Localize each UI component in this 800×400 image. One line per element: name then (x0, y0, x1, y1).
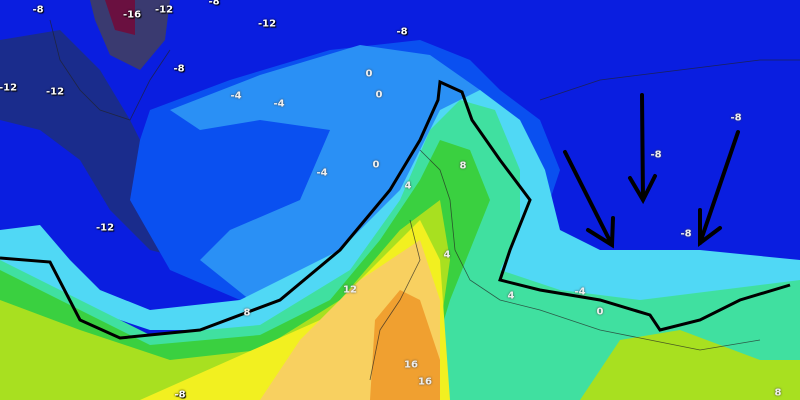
temp-label: -4 (230, 90, 242, 102)
temp-label: -12 (95, 222, 115, 234)
coastlines (49, 19, 800, 381)
temp-label: 4 (443, 249, 451, 261)
temp-label: 0 (375, 89, 383, 101)
temp-label: -8 (173, 63, 185, 75)
temp-label: 0 (372, 159, 380, 171)
temp-label: -8 (396, 26, 408, 38)
coldest-core (105, 0, 135, 35)
temp-label: 16 (418, 376, 432, 388)
temp-label: -8 (32, 4, 44, 16)
arrow-icon (628, 93, 657, 205)
arrow-icon (563, 150, 615, 249)
temp-label: 8 (243, 307, 251, 319)
temp-label: -8 (650, 149, 662, 161)
arrows (563, 93, 740, 249)
temp-label: 8 (774, 387, 782, 399)
warm-south-region (580, 330, 800, 400)
temp-label: 12 (343, 284, 357, 296)
hottest-region (370, 290, 440, 400)
temp-label: -8 (208, 0, 220, 8)
temp-label: -12 (45, 86, 65, 98)
zero-isotherm-line (0, 79, 791, 340)
temp-label: -8 (174, 389, 186, 400)
coldest-region (90, 0, 170, 70)
temp-label: 4 (404, 180, 412, 192)
temp-label: -8 (680, 228, 692, 240)
temp-label: -4 (316, 167, 328, 179)
temp-label: -12 (154, 4, 174, 16)
temp-label: -4 (574, 286, 586, 298)
temp-label: -12 (257, 18, 277, 30)
temp-label: 4 (507, 290, 515, 302)
temp-label: -4 (273, 98, 285, 110)
temp-label: -8 (730, 112, 742, 124)
temp-label: -12 (0, 82, 18, 94)
temp-label: 16 (404, 359, 418, 371)
temp-label: 0 (365, 68, 373, 80)
temp-label: -16 (122, 9, 142, 21)
temp-label: 0 (596, 306, 604, 318)
temp-label: 8 (459, 160, 467, 172)
